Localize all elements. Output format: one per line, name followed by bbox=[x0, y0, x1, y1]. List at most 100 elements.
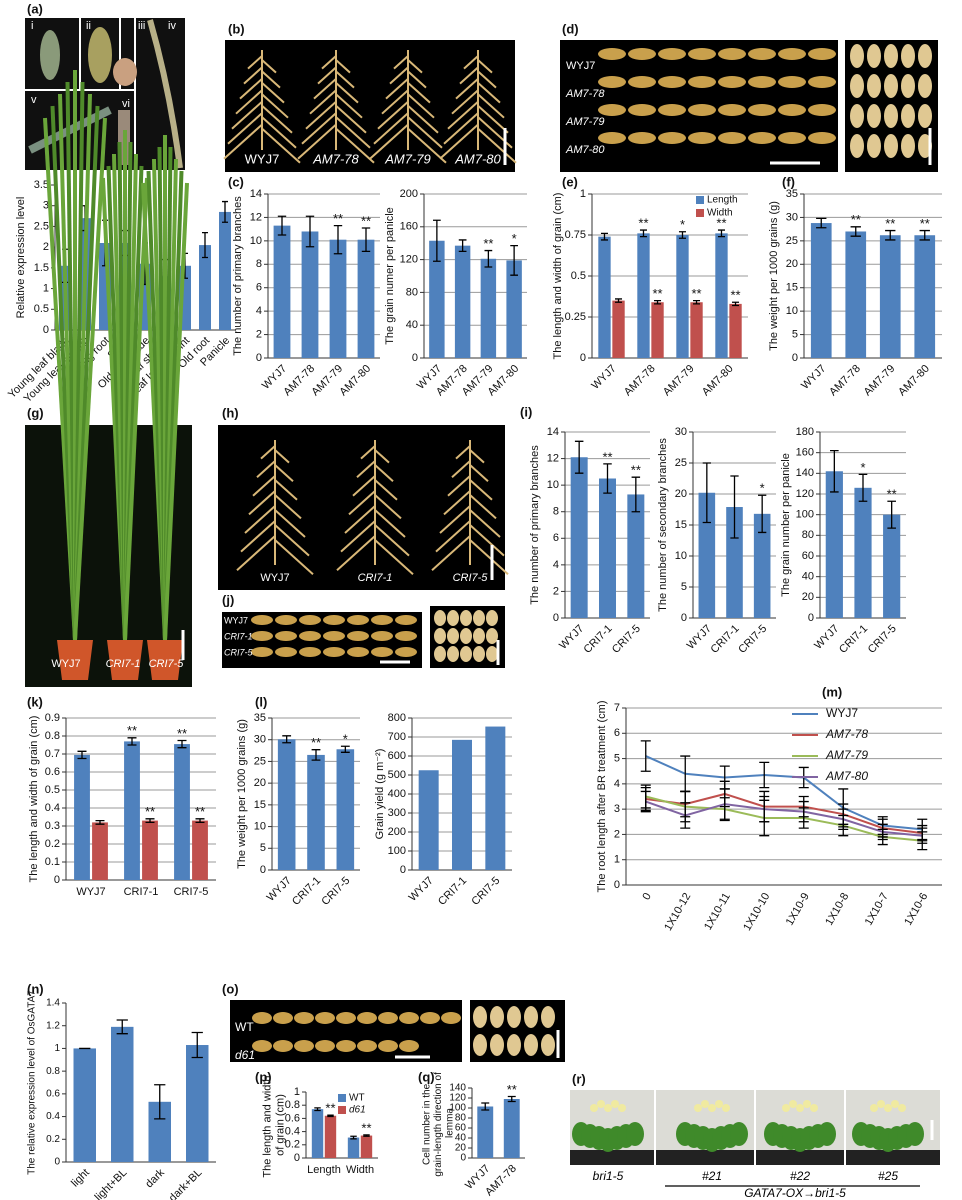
y-tick-label: 0.25 bbox=[565, 311, 586, 323]
panicle-branch bbox=[393, 55, 409, 70]
x-tick-label: CRI7-5 bbox=[319, 875, 352, 908]
panicle-branch bbox=[260, 445, 276, 460]
panicle-branch bbox=[439, 505, 471, 534]
y-tick-label: 0 bbox=[614, 879, 620, 891]
bar bbox=[726, 507, 743, 618]
y-tick-label: 6 bbox=[553, 532, 559, 544]
panicle-branch bbox=[447, 475, 471, 497]
error-bar bbox=[195, 818, 205, 824]
grain bbox=[347, 631, 369, 641]
bar bbox=[854, 487, 872, 618]
photo-label: CRI7-1 bbox=[358, 572, 393, 584]
error-bar bbox=[574, 440, 584, 474]
flower bbox=[590, 1104, 598, 1112]
y-tick-label: 10 bbox=[786, 305, 798, 317]
grain bbox=[473, 646, 485, 662]
photo-label: CRI7-5 bbox=[453, 572, 489, 584]
legend-swatch bbox=[338, 1106, 346, 1114]
error-bar bbox=[333, 224, 343, 255]
error-bar bbox=[830, 449, 839, 493]
panicle-branch bbox=[459, 66, 479, 85]
grain bbox=[441, 1012, 461, 1024]
y-tick-label: 0 bbox=[260, 864, 266, 876]
y-tick-label: 0.75 bbox=[565, 229, 586, 241]
grain bbox=[884, 104, 898, 128]
grain bbox=[399, 1040, 419, 1052]
photo-label: iii bbox=[138, 20, 145, 32]
y-tick-label: 20 bbox=[675, 488, 687, 500]
bar bbox=[883, 514, 901, 618]
y-tick-label: 5 bbox=[614, 752, 620, 764]
significance-label: * bbox=[512, 231, 517, 246]
grain bbox=[808, 76, 836, 88]
line bbox=[645, 792, 923, 835]
bar bbox=[360, 1135, 373, 1158]
y-tick-label: 25 bbox=[254, 755, 266, 767]
error-bar bbox=[327, 1114, 334, 1118]
leaf bbox=[123, 177, 149, 641]
x-tick-label: AM7-78 bbox=[827, 363, 863, 399]
grain bbox=[850, 134, 864, 158]
photo-label: iv bbox=[168, 20, 176, 32]
y-tick-label: 100 bbox=[388, 845, 406, 857]
x-tick-label: CRI7-1 bbox=[290, 875, 323, 908]
grain bbox=[884, 74, 898, 98]
error-bar bbox=[798, 800, 809, 823]
y-tick-label: 0.9 bbox=[45, 712, 60, 724]
panicle-branch bbox=[469, 509, 501, 538]
bar bbox=[612, 300, 625, 358]
grain bbox=[275, 631, 297, 641]
bar bbox=[698, 492, 716, 618]
y-tick-label: 3 bbox=[614, 803, 620, 815]
flower bbox=[701, 1100, 709, 1108]
x-tick-label: CRI7-1 bbox=[709, 623, 742, 656]
y-tick-label: 30 bbox=[675, 426, 687, 438]
grain bbox=[273, 1012, 293, 1024]
bar bbox=[690, 302, 703, 358]
panicle-branch bbox=[231, 100, 263, 130]
bar bbox=[429, 240, 445, 358]
bar bbox=[111, 1026, 134, 1162]
y-tick-label: 800 bbox=[388, 712, 406, 724]
x-tick-label: CRI7-1 bbox=[837, 623, 870, 656]
grain bbox=[658, 132, 686, 144]
y-tick-label: 0 bbox=[460, 1153, 466, 1164]
significance-label: ** bbox=[851, 212, 861, 227]
significance-label: ** bbox=[311, 735, 321, 750]
grain bbox=[460, 610, 472, 626]
pot bbox=[57, 640, 93, 680]
photo-label: WYJ7 bbox=[51, 658, 80, 670]
photo-label: AM7-80 bbox=[454, 151, 501, 166]
grain bbox=[357, 1012, 377, 1024]
x-tick-label: CRI7-1 bbox=[582, 623, 615, 656]
line bbox=[645, 800, 923, 837]
y-tick-label: 40 bbox=[406, 319, 418, 331]
grain bbox=[486, 610, 498, 626]
grain bbox=[541, 1006, 555, 1028]
grain bbox=[748, 132, 776, 144]
tissue bbox=[88, 27, 112, 83]
y-tick-label: 14 bbox=[547, 426, 559, 438]
bar bbox=[199, 245, 211, 330]
photo bbox=[230, 1000, 462, 1062]
panicle-branch bbox=[336, 535, 376, 571]
grain bbox=[778, 76, 806, 88]
y-tick-label: 0.4 bbox=[285, 1126, 300, 1138]
panicle-branch bbox=[243, 66, 263, 85]
grain bbox=[275, 615, 297, 625]
significance-label: * bbox=[680, 217, 685, 232]
panel-letter: (g) bbox=[27, 405, 44, 420]
error-bar bbox=[222, 200, 228, 223]
panicle-branch bbox=[407, 116, 443, 149]
panicle-branch bbox=[340, 520, 376, 553]
y-tick-label: 0.5 bbox=[571, 270, 586, 282]
x-tick-label: AM7-80 bbox=[337, 363, 373, 399]
error-bar bbox=[458, 239, 467, 253]
panicle-branch bbox=[247, 55, 263, 70]
error-bar bbox=[877, 823, 888, 841]
panicle-branch bbox=[477, 70, 497, 89]
photo-label: bri1-5 bbox=[593, 1169, 624, 1183]
y-tick-label: 1 bbox=[54, 1043, 60, 1054]
x-tick-label: light+BL bbox=[93, 1167, 130, 1200]
grain bbox=[628, 132, 656, 144]
